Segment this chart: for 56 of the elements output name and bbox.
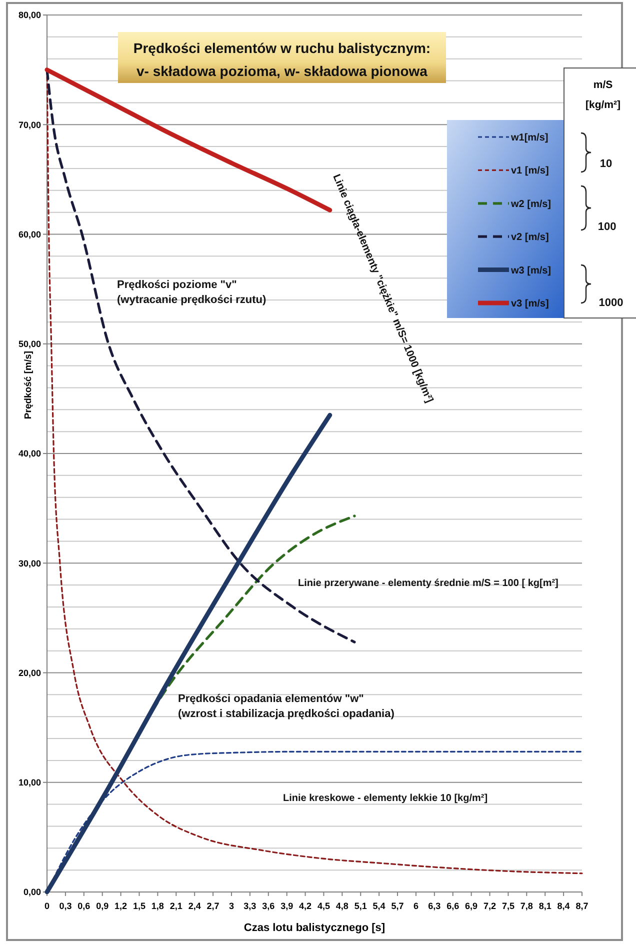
text: 1000	[598, 297, 624, 309]
x-tick-label: 0	[44, 901, 50, 911]
x-tick-label: 4,5	[317, 901, 330, 911]
y-tick-label: 60,00	[18, 229, 41, 240]
text: 10	[600, 158, 612, 170]
x-tick-label: 3	[228, 901, 234, 911]
x-tick-label: 1,5	[132, 901, 146, 911]
legend-label: w2 [m/s]	[510, 198, 552, 210]
legend-label: v1 [m/s]	[511, 166, 549, 177]
x-tick-label: 5,1	[354, 901, 367, 911]
annotation: Prędkości opadania elementów "w" (wzrost i stabilizacja prędkości opadania)	[178, 693, 395, 720]
x-tick-label: 6,9	[465, 901, 478, 911]
y-tick-label: 80,00	[18, 10, 41, 20]
x-tick-label: 0,3	[59, 901, 72, 911]
x-tick-label: 0,9	[96, 901, 109, 911]
x-tick-label: 0,6	[78, 901, 90, 911]
legend-title: m/S [kg/m²]	[586, 79, 620, 111]
x-tick-label: 6,6	[446, 901, 460, 911]
x-tick-label: 7,5	[502, 901, 514, 911]
legend-label: v3 [m/s]	[511, 298, 549, 310]
x-tick-label: 6,3	[428, 901, 441, 911]
x-tick-label: 3,9	[280, 901, 294, 911]
legend-label: w3 [m/s]	[510, 265, 552, 276]
x-tick-label: 1,8	[151, 901, 164, 911]
x-tick-label: 2,4	[188, 901, 201, 911]
annotation: Linie przerywane - elementy średnie m/S = 100 [ kg[m²]	[298, 578, 558, 589]
x-tick-label: 2,1	[170, 901, 182, 911]
y-tick-label: 30,00	[18, 558, 41, 568]
x-tick-label: 7,8	[520, 901, 533, 911]
x-tick-label: 8,1	[538, 901, 552, 911]
x-tick-label: 6	[413, 901, 418, 911]
y-tick-label: 20,00	[18, 668, 41, 678]
text: Prędkości elementów w ruchu balistycznym: v- składowa pozioma, w- składowa pionowa	[133, 40, 431, 79]
annotation: Linie kreskowe - elementy lekkie 10 [kg/m²]	[283, 793, 488, 804]
y-tick-label: 50,00	[18, 339, 41, 350]
y-tick-label: 10,00	[18, 778, 41, 788]
y-tick-label: 70,00	[18, 120, 41, 130]
x-tick-label: 5,4	[372, 901, 386, 911]
x-tick-label: 4,8	[336, 901, 348, 911]
y-axis-title: Prędkość [m/s]	[23, 350, 34, 420]
x-tick-label: 3,3	[244, 901, 256, 911]
annotation: Prędkości poziome "v" (wytracanie prędkości rzutu)	[117, 279, 266, 306]
x-tick-label: 1,2	[114, 901, 128, 911]
y-tick-label: 0,00	[23, 887, 41, 898]
x-tick-label: 3,6	[262, 901, 275, 911]
y-tick-label: 40,00	[18, 448, 41, 459]
legend-label: w1[m/s]	[510, 132, 548, 144]
x-tick-label: 8,4	[557, 901, 570, 911]
text: 100	[598, 221, 616, 233]
x-tick-label: 8,7	[576, 901, 588, 911]
x-tick-label: 5,7	[391, 901, 404, 911]
x-tick-label: 2,7	[206, 901, 220, 911]
x-axis-title: Czas lotu balistycznego [s]	[244, 922, 386, 934]
legend-label: v2 [m/s]	[511, 232, 549, 244]
x-tick-label: 4,2	[299, 901, 312, 911]
x-tick-label: 7,2	[484, 901, 496, 911]
